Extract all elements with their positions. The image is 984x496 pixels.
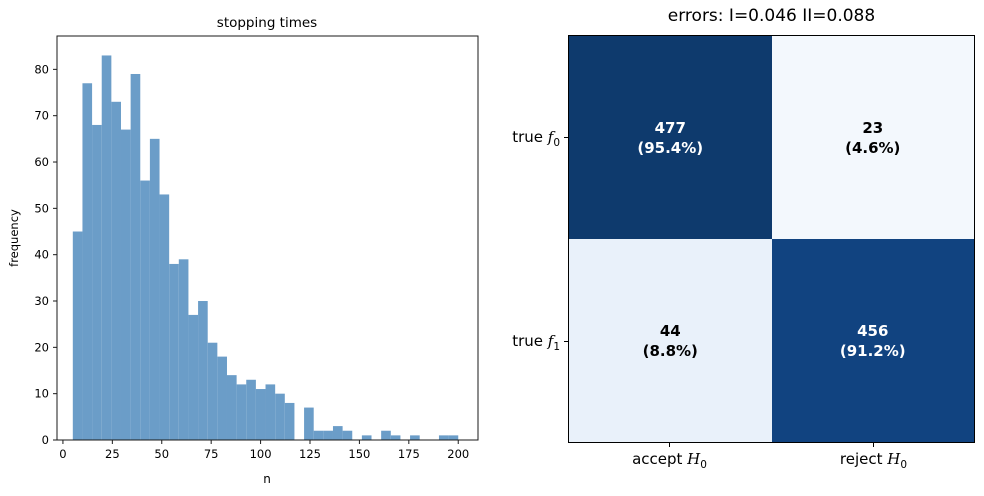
y-tick-label: 80	[34, 62, 49, 76]
histogram-bar	[111, 101, 121, 440]
histogram-bar	[140, 180, 150, 441]
histogram-bar	[169, 263, 179, 440]
y-tick-label: 60	[34, 155, 49, 169]
matrix-cell-true-f0-accept: 477 (95.4%)	[569, 36, 772, 239]
histogram-bar	[390, 435, 401, 440]
x-axis-label: n	[263, 472, 271, 486]
histogram-axes: 0 25 50 75 100 125 150 175 200 0 10 20 30 40 50 60 70 80	[34, 35, 479, 461]
histogram-bar	[275, 393, 285, 440]
cell-count: 477	[654, 118, 686, 137]
histogram-bar	[284, 402, 295, 440]
histogram-bars	[72, 55, 459, 441]
histogram-bar	[361, 435, 372, 440]
histogram-bar	[82, 83, 93, 440]
y-tick-label: 50	[34, 201, 49, 215]
histogram-bar	[448, 435, 459, 440]
x-tick-label: 125	[299, 447, 321, 461]
col-tick-accept	[669, 443, 670, 447]
histogram-bar	[72, 231, 83, 440]
histogram-bar	[188, 314, 199, 440]
row-tick-f0	[564, 137, 568, 138]
histogram-bar	[323, 430, 333, 440]
y-tick-label: 0	[42, 433, 49, 447]
x-tick-label: 150	[348, 447, 370, 461]
histogram-title: stopping times	[217, 15, 317, 31]
histogram-bar	[130, 73, 141, 441]
x-tick-label: 175	[398, 447, 420, 461]
cell-percent: (91.2%)	[839, 341, 906, 360]
cell-count: 44	[659, 321, 681, 340]
x-tick-label: 50	[154, 447, 169, 461]
histogram-bar	[265, 384, 276, 440]
histogram-bar	[207, 342, 218, 440]
histogram-bar	[92, 124, 102, 440]
histogram-bar	[332, 426, 343, 440]
col-label-accept-h0: accept H0	[632, 450, 707, 471]
y-axis-label: frequency	[7, 209, 21, 267]
x-tick-label: 75	[204, 447, 219, 461]
histogram-bar	[410, 435, 420, 440]
histogram-bar	[226, 375, 237, 440]
histogram-bar	[304, 407, 314, 440]
row-label-true-f0: true f0	[512, 128, 560, 149]
y-tick-label: 20	[34, 340, 49, 354]
cell-count: 23	[862, 118, 884, 137]
histogram-bar	[217, 356, 227, 440]
row-tick-f1	[564, 341, 568, 342]
x-tick-label: 0	[59, 447, 66, 461]
histogram-bar	[313, 430, 324, 440]
histogram-bar	[255, 389, 266, 440]
confusion-matrix-title: errors: I=0.046 II=0.088	[667, 6, 876, 26]
histogram-bar	[178, 259, 189, 440]
histogram-bar	[236, 384, 247, 440]
histogram-bar	[246, 379, 256, 440]
histogram-bar	[120, 129, 131, 440]
col-tick-reject	[873, 443, 874, 447]
histogram-bar	[149, 138, 160, 440]
histogram-bar	[381, 430, 391, 440]
y-tick-label: 70	[34, 109, 49, 123]
histogram-bar	[342, 430, 353, 440]
cell-percent: (4.6%)	[845, 138, 901, 157]
matrix-cell-true-f1-reject: 456 (91.2%)	[771, 239, 974, 442]
matrix-cell-true-f1-accept: 44 (8.8%)	[569, 239, 772, 442]
confusion-matrix: 477 (95.4%) 23 (4.6%) 44 (8.8%) 456 (91.…	[568, 35, 975, 443]
histogram-bar	[101, 55, 112, 441]
histogram-bar	[438, 435, 449, 440]
cell-percent: (8.8%)	[642, 341, 698, 360]
cell-percent: (95.4%)	[637, 138, 704, 157]
cell-count: 456	[857, 321, 889, 340]
matrix-cell-true-f0-reject: 23 (4.6%)	[771, 36, 974, 239]
col-label-reject-h0: reject H0	[839, 450, 908, 471]
y-tick-label: 10	[34, 387, 49, 401]
y-tick-label: 40	[34, 248, 49, 262]
y-tick-label: 30	[34, 294, 49, 308]
x-tick-label: 200	[447, 447, 469, 461]
x-tick-label: 100	[250, 447, 272, 461]
stopping-times-histogram: stopping times 0 25 50 75 100 125 150 175 200 0 10…	[7, 15, 479, 486]
histogram-bar	[159, 194, 170, 440]
row-label-true-f1: true f1	[512, 332, 560, 353]
x-tick-label: 25	[105, 447, 120, 461]
histogram-bar	[198, 301, 208, 440]
